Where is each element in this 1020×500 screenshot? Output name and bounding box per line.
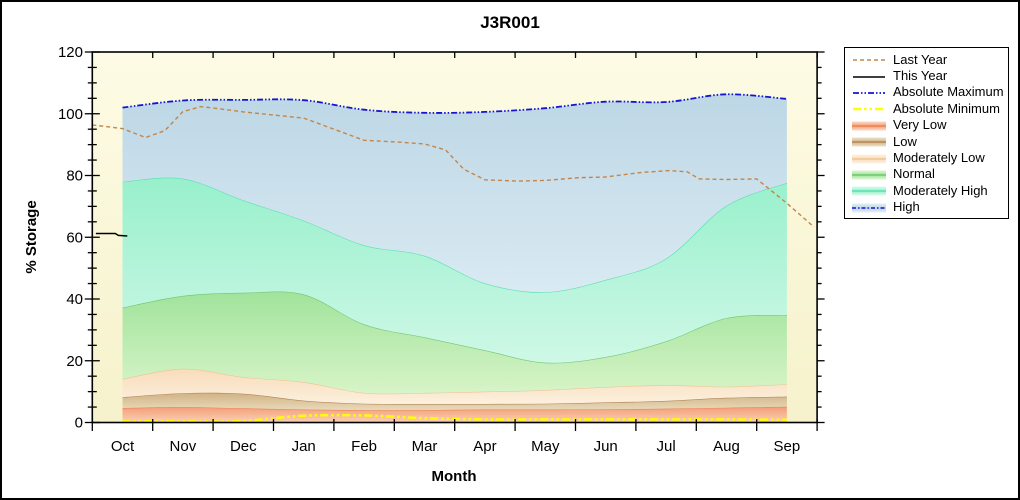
swatch-icon	[852, 137, 886, 147]
x-tick-label: May	[531, 438, 560, 455]
y-tick-label: 60	[66, 229, 83, 246]
percentile-bands	[122, 94, 788, 423]
legend-item-high: High	[847, 199, 1006, 214]
x-tick-label: Mar	[412, 438, 438, 455]
legend-item-absolute-maximum: Absolute Maximum	[847, 84, 1006, 99]
x-tick-label: Jan	[292, 438, 316, 455]
legend-swatch-absolute-maximum	[852, 86, 886, 98]
x-tick-label: Aug	[713, 438, 740, 455]
legend-item-normal: Normal	[847, 166, 1006, 181]
swatch-icon	[853, 75, 885, 78]
line-last-year	[92, 105, 815, 228]
legend-swatch-absolute-minimum	[852, 102, 886, 114]
swatch-icon	[852, 170, 886, 180]
line-absolute-minimum	[122, 413, 787, 423]
swatch-icon	[853, 92, 885, 94]
band-low	[122, 392, 787, 411]
x-tick-label: Nov	[170, 438, 197, 455]
legend-label: Moderately Low	[893, 150, 985, 166]
legend-swatch-very-low	[852, 119, 886, 131]
legend-swatch-moderately-high	[852, 184, 886, 196]
band-very-low	[122, 406, 787, 423]
legend-swatch-low	[852, 135, 886, 147]
legend-swatch-last-year	[852, 53, 886, 65]
legend-label: Very Low	[893, 117, 947, 133]
x-axis-title: Month	[432, 468, 477, 485]
band-moderately-low	[122, 368, 787, 404]
axes-frame	[84, 51, 825, 431]
legend-swatch-high	[852, 201, 886, 213]
legend-item-moderately-high: Moderately High	[847, 183, 1006, 198]
legend-label: Absolute Minimum	[893, 100, 1000, 116]
legend-label: Normal	[893, 166, 935, 182]
y-tick-label: 120	[58, 44, 83, 61]
legend-label: Moderately High	[893, 182, 988, 198]
legend-item-very-low: Very Low	[847, 117, 1006, 132]
legend-item-absolute-minimum: Absolute Minimum	[847, 101, 1006, 116]
legend-label: This Year	[893, 68, 948, 84]
y-axis-title: % Storage	[23, 200, 40, 273]
x-tick-label: Sep	[774, 438, 801, 455]
legend-label: High	[893, 199, 920, 215]
line-absolute-maximum	[122, 93, 787, 114]
swatch-icon	[852, 154, 886, 164]
x-tick-label: Apr	[473, 438, 496, 455]
y-tick-label: 0	[75, 415, 83, 432]
band-high	[122, 94, 787, 293]
legend-item-last-year: Last Year	[847, 52, 1006, 67]
legend-label: Low	[893, 133, 917, 149]
swatch-icon	[853, 59, 885, 61]
y-tick-label: 40	[66, 291, 83, 308]
y-tick-label: 20	[66, 353, 83, 370]
x-tick-label: Jun	[594, 438, 618, 455]
legend-swatch-moderately-low	[852, 152, 886, 164]
legend: Last Year This Year Absolute Maximum Abs…	[844, 47, 1009, 219]
tick-labels: 0 20 40 60 80 100 120 Oct Nov Dec Jan Feb Mar Apr May J…	[58, 44, 800, 455]
legend-item-moderately-low: Moderately Low	[847, 150, 1006, 165]
swatch-icon	[852, 203, 886, 213]
data-lines	[92, 93, 815, 423]
x-tick-label: Dec	[230, 438, 257, 455]
x-tick-label: Feb	[351, 438, 377, 455]
x-tick-label: Oct	[111, 438, 135, 455]
swatch-icon	[853, 108, 885, 111]
line-this-year	[95, 232, 128, 237]
y-tick-label: 80	[66, 168, 83, 185]
y-tick-label: 100	[58, 106, 83, 123]
swatch-icon	[852, 186, 886, 196]
legend-label: Last Year	[893, 51, 948, 67]
legend-label: Absolute Maximum	[893, 84, 1004, 100]
legend-swatch-this-year	[852, 70, 886, 82]
chart-title: J3R001	[480, 13, 540, 32]
legend-item-this-year: This Year	[847, 68, 1006, 83]
legend-swatch-normal	[852, 168, 886, 180]
swatch-icon	[852, 121, 886, 131]
band-normal	[122, 291, 787, 394]
legend-item-low: Low	[847, 134, 1006, 149]
x-tick-label: Jul	[657, 438, 676, 455]
